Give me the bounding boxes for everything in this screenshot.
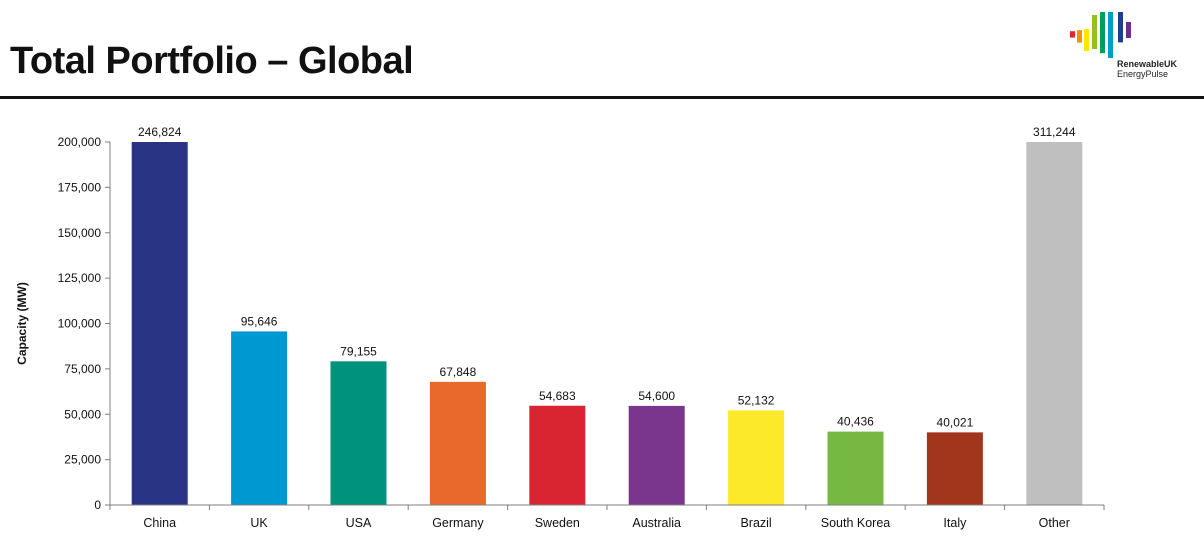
logo-bar-4 xyxy=(1100,12,1105,54)
x-tick-label: Germany xyxy=(432,516,484,530)
y-tick-label: 150,000 xyxy=(58,226,102,240)
x-axis: China UK USA Germany Sweden Australia Brazil So… xyxy=(109,504,1105,530)
bar-sweden xyxy=(529,405,586,505)
bar-italy xyxy=(926,432,983,505)
data-labels: 246,824 95,646 79,155 67,848 54,683 54,600 52,… xyxy=(138,125,1076,429)
y-tick-label: 75,000 xyxy=(64,362,101,376)
logo-bar-5 xyxy=(1108,12,1113,58)
x-tick-label: Australia xyxy=(632,516,681,530)
renewableuk-logo xyxy=(1070,12,1131,58)
logo-bar-7 xyxy=(1126,22,1131,38)
logo-bar-2 xyxy=(1084,29,1089,51)
y-tick-label: 25,000 xyxy=(64,453,101,467)
logo-bar-1 xyxy=(1077,30,1082,43)
logo-bar-3 xyxy=(1092,15,1097,49)
x-tick-label: Other xyxy=(1039,516,1070,530)
y-axis-title: Capacity (MW) xyxy=(15,282,29,365)
y-tick-label: 0 xyxy=(94,498,101,512)
x-tick-label: Brazil xyxy=(740,516,771,530)
x-tick-label: Italy xyxy=(943,516,967,530)
data-label: 52,132 xyxy=(738,393,775,407)
bar-australia xyxy=(628,405,685,505)
logo-bars-icon xyxy=(1070,12,1131,58)
bar-other xyxy=(1026,142,1083,505)
data-label: 246,824 xyxy=(138,125,182,139)
bar-uk xyxy=(231,331,288,505)
y-tick-label: 200,000 xyxy=(58,135,102,149)
data-label: 79,155 xyxy=(340,344,377,358)
y-tick-label: 50,000 xyxy=(64,407,101,421)
bar-usa xyxy=(330,361,387,505)
bar-china xyxy=(131,142,188,505)
x-tick-label: Sweden xyxy=(535,516,580,530)
bar-south-korea xyxy=(827,431,884,505)
x-tick-label: UK xyxy=(250,516,268,530)
logo-bar-6 xyxy=(1118,12,1123,43)
data-label: 40,021 xyxy=(937,415,974,429)
bar-brazil xyxy=(728,410,785,505)
data-label: 54,683 xyxy=(539,389,576,403)
bars xyxy=(131,142,1083,505)
data-label: 67,848 xyxy=(440,365,477,379)
logo-name: RenewableUK xyxy=(1117,59,1178,69)
x-tick-label: China xyxy=(143,516,176,530)
data-label: 54,600 xyxy=(638,389,675,403)
y-tick-label: 125,000 xyxy=(58,271,102,285)
data-label: 311,244 xyxy=(1033,125,1076,139)
page-title: Total Portfolio – Global xyxy=(10,40,414,82)
bar-germany xyxy=(429,381,486,505)
y-axis: 0 25,000 50,000 75,000 100,000 125,000 150,000… xyxy=(58,135,111,512)
bar-chart: 0 25,000 50,000 75,000 100,000 125,000 150,000… xyxy=(15,125,1105,530)
logo-bar-0 xyxy=(1070,31,1075,38)
logo-subname: EnergyPulse xyxy=(1117,69,1169,79)
y-tick-label: 100,000 xyxy=(58,317,102,331)
data-label: 95,646 xyxy=(241,314,278,328)
data-label: 40,436 xyxy=(837,415,874,429)
x-tick-label: USA xyxy=(346,516,372,530)
y-tick-label: 175,000 xyxy=(58,180,102,194)
logo-text: RenewableUK EnergyPulse xyxy=(1117,59,1177,79)
title-divider xyxy=(0,96,1204,99)
x-tick-label: South Korea xyxy=(821,516,891,530)
